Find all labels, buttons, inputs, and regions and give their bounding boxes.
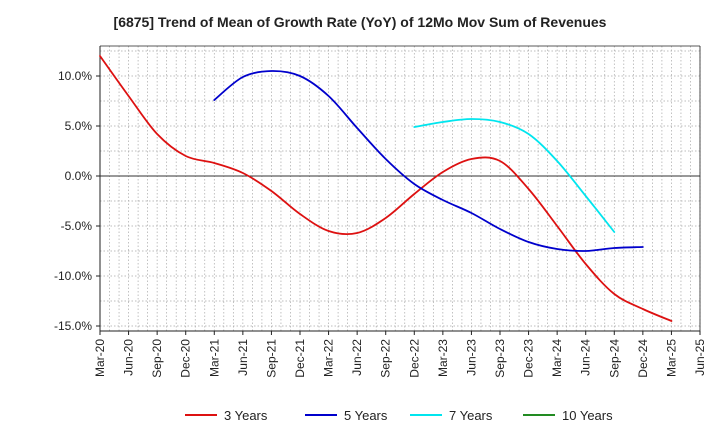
axes — [96, 45, 701, 335]
x-tick-label: Mar-24 — [550, 339, 564, 377]
x-tick-label: Dec-22 — [407, 339, 421, 378]
x-tick-label: Sep-23 — [493, 339, 507, 378]
x-tick-label: Dec-20 — [179, 339, 193, 378]
legend: 3 Years 5 Years 7 Years 10 Years — [185, 408, 613, 423]
y-tick-label: 10.0% — [58, 69, 92, 83]
x-tick-label: Sep-20 — [150, 339, 164, 378]
x-tick-label: Sep-24 — [607, 339, 621, 378]
plot-area — [100, 46, 700, 331]
x-tick-label: Jun-25 — [693, 339, 707, 376]
x-tick-label: Sep-21 — [264, 339, 278, 378]
x-tick-label: Mar-21 — [207, 339, 221, 377]
chart-title: [6875] Trend of Mean of Growth Rate (YoY… — [113, 14, 607, 30]
x-tick-label: Dec-23 — [522, 339, 536, 378]
x-tick-label: Jun-23 — [464, 339, 478, 376]
y-tick-label: -5.0% — [61, 219, 93, 233]
x-tick-label: Jun-21 — [236, 339, 250, 376]
x-tick-label: Mar-20 — [93, 339, 107, 377]
x-tick-labels: Mar-20 Jun-20 Sep-20 Dec-20 Mar-21 Jun-21 Sep-… — [93, 339, 707, 378]
legend-label-5-years: 5 Years — [344, 408, 388, 423]
x-tick-label: Mar-22 — [322, 339, 336, 377]
legend-label-10-years: 10 Years — [562, 408, 613, 423]
series-line-3-years — [99, 55, 673, 322]
series-line-7-years — [413, 118, 616, 233]
series-line-5-years — [213, 70, 644, 252]
y-tick-label: -10.0% — [54, 269, 92, 283]
y-tick-label: -15.0% — [54, 319, 92, 333]
y-tick-label: 0.0% — [65, 169, 93, 183]
x-tick-label: Jun-20 — [122, 339, 136, 376]
legend-label-7-years: 7 Years — [449, 408, 493, 423]
series-lines — [99, 55, 673, 322]
grid — [99, 46, 701, 331]
x-tick-label: Dec-21 — [293, 339, 307, 378]
legend-label-3-years: 3 Years — [224, 408, 268, 423]
x-tick-label: Jun-24 — [579, 339, 593, 376]
y-tick-labels: 10.0% 5.0% 0.0% -5.0% -10.0% -15.0% — [54, 69, 92, 333]
x-tick-label: Dec-24 — [636, 339, 650, 378]
y-tick-label: 5.0% — [65, 119, 93, 133]
x-tick-label: Mar-23 — [436, 339, 450, 377]
x-tick-label: Sep-22 — [379, 339, 393, 378]
x-tick-label: Mar-25 — [664, 339, 678, 377]
x-tick-label: Jun-22 — [350, 339, 364, 376]
